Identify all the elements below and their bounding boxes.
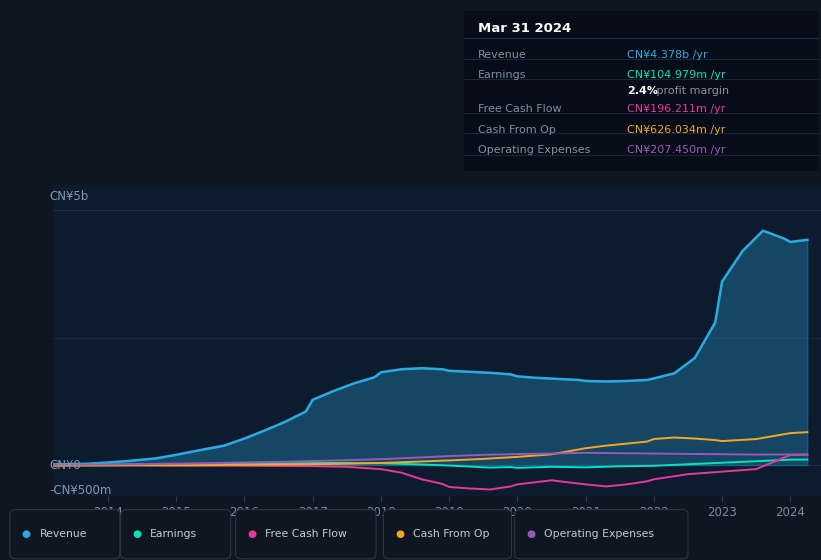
Text: Revenue: Revenue [478, 49, 527, 59]
Text: Operating Expenses: Operating Expenses [544, 529, 654, 539]
Text: ●: ● [22, 529, 30, 539]
Text: ●: ● [527, 529, 535, 539]
Text: CN¥0: CN¥0 [49, 459, 81, 472]
Text: Earnings: Earnings [478, 70, 526, 80]
Text: CN¥626.034m /yr: CN¥626.034m /yr [627, 124, 726, 134]
Text: ●: ● [248, 529, 256, 539]
Text: Cash From Op: Cash From Op [413, 529, 489, 539]
Text: CN¥4.378b /yr: CN¥4.378b /yr [627, 49, 708, 59]
Text: profit margin: profit margin [653, 86, 729, 96]
Text: CN¥207.450m /yr: CN¥207.450m /yr [627, 145, 726, 155]
Text: Free Cash Flow: Free Cash Flow [265, 529, 347, 539]
Text: Earnings: Earnings [150, 529, 197, 539]
Text: CN¥196.211m /yr: CN¥196.211m /yr [627, 104, 726, 114]
Text: ●: ● [133, 529, 141, 539]
Text: -CN¥500m: -CN¥500m [49, 484, 112, 497]
Text: 2.4%: 2.4% [627, 86, 658, 96]
Text: CN¥104.979m /yr: CN¥104.979m /yr [627, 70, 726, 80]
Text: Operating Expenses: Operating Expenses [478, 145, 590, 155]
Text: Cash From Op: Cash From Op [478, 124, 556, 134]
Text: Free Cash Flow: Free Cash Flow [478, 104, 562, 114]
Text: Revenue: Revenue [39, 529, 87, 539]
Text: CN¥5b: CN¥5b [49, 190, 89, 203]
Text: ●: ● [396, 529, 404, 539]
Text: Mar 31 2024: Mar 31 2024 [478, 22, 571, 35]
